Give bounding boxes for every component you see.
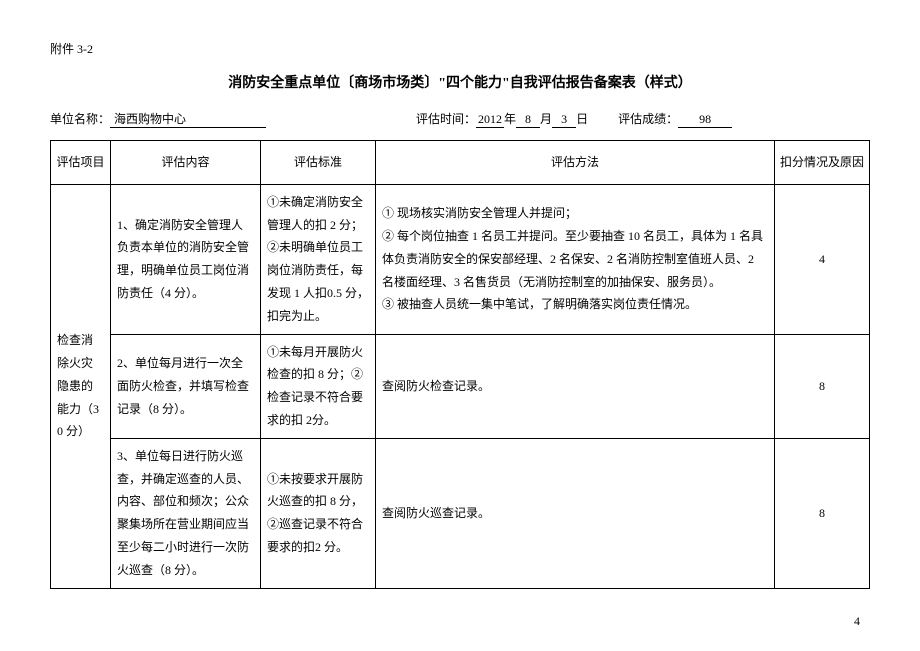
table-row: 检查消除火灾隐患的能力（30 分） 1、确定消防安全管理人负责本单位的消防安全管… (51, 184, 870, 334)
cell-content: 2、单位每月进行一次全面防火检查，并填写检查记录（8 分）。 (111, 334, 261, 438)
cell-standard: ①未每月开展防火检查的扣 8 分；②检查记录不符合要求的扣 2分。 (261, 334, 376, 438)
score-label: 评估成绩： (618, 110, 678, 127)
table-header-row: 评估项目 评估内容 评估标准 评估方法 扣分情况及原因 (51, 141, 870, 185)
day-suffix: 日 (576, 110, 588, 127)
unit-value: 海西购物中心 (110, 110, 266, 128)
cell-standard: ①未确定消防安全管理人的扣 2 分；②未明确单位员工岗位消防责任，每发现 1 人… (261, 184, 376, 334)
th-deduct: 扣分情况及原因 (775, 141, 870, 185)
assessment-table: 评估项目 评估内容 评估标准 评估方法 扣分情况及原因 检查消除火灾隐患的能力（… (50, 140, 870, 589)
cell-content: 1、确定消防安全管理人负责本单位的消防安全管理，明确单位员工岗位消防责任（4 分… (111, 184, 261, 334)
cell-method: ① 现场核实消防安全管理人并提问； ② 每个岗位抽查 1 名员工并提问。至少要抽… (376, 184, 775, 334)
cell-deduct: 8 (775, 334, 870, 438)
meta-row: 单位名称： 海西购物中心 评估时间： 2012 年 8 月 3 日 评估成绩： … (50, 110, 870, 128)
year-suffix: 年 (504, 110, 516, 127)
cell-method: 查阅防火检查记录。 (376, 334, 775, 438)
cell-deduct: 8 (775, 438, 870, 588)
cell-standard: ①未按要求开展防火巡查的扣 8 分，②巡查记录不符合要求的扣2 分。 (261, 438, 376, 588)
cell-content: 3、单位每日进行防火巡查，并确定巡查的人员、内容、部位和频次；公众聚集场所在营业… (111, 438, 261, 588)
day-value: 3 (552, 112, 576, 128)
page-number: 4 (50, 614, 870, 629)
attachment-label: 附件 3-2 (50, 40, 870, 57)
month-suffix: 月 (540, 110, 552, 127)
time-label: 评估时间： (416, 110, 476, 127)
th-standard: 评估标准 (261, 141, 376, 185)
th-method: 评估方法 (376, 141, 775, 185)
table-row: 2、单位每月进行一次全面防火检查，并填写检查记录（8 分）。 ①未每月开展防火检… (51, 334, 870, 438)
cell-method: 查阅防火巡查记录。 (376, 438, 775, 588)
th-content: 评估内容 (111, 141, 261, 185)
page-title: 消防安全重点单位〔商场市场类〕"四个能力"自我评估报告备案表（样式） (50, 72, 870, 92)
unit-label: 单位名称： (50, 110, 110, 127)
score-value: 98 (678, 112, 732, 128)
th-item: 评估项目 (51, 141, 111, 185)
month-value: 8 (516, 112, 540, 128)
table-row: 3、单位每日进行防火巡查，并确定巡查的人员、内容、部位和频次；公众聚集场所在营业… (51, 438, 870, 588)
year-value: 2012 (476, 112, 504, 128)
section-name: 检查消除火灾隐患的能力（30 分） (51, 184, 111, 588)
cell-deduct: 4 (775, 184, 870, 334)
